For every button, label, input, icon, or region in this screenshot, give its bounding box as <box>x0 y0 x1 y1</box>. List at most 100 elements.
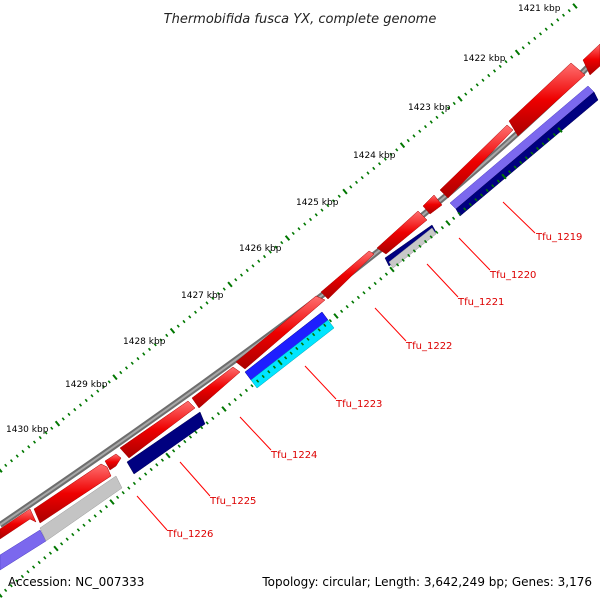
ruler-minor-tick <box>65 537 69 541</box>
kbp-label-1428: 1428 kbp <box>123 337 166 347</box>
ruler-minor-tick <box>87 518 92 523</box>
ruler-minor-tick <box>498 64 502 69</box>
ruler-minor-tick <box>491 184 495 188</box>
ruler-minor-tick <box>50 426 54 430</box>
cds-reverse-slate-1219 <box>449 85 595 210</box>
ruler-minor-tick <box>121 490 125 495</box>
ruler-minor-tick <box>20 574 25 579</box>
ruler-minor-tick <box>556 18 560 22</box>
cds-reverse-gray-lower <box>39 475 123 542</box>
cds-tfu-1221-forward <box>235 295 326 370</box>
ruler-minor-tick <box>379 277 383 281</box>
ruler-minor-tick <box>15 579 19 583</box>
ruler-major-tick <box>557 127 563 133</box>
ruler-minor-tick <box>521 46 525 50</box>
ruler-minor-tick <box>227 402 232 407</box>
cds-tfu-1225-forward <box>33 463 112 524</box>
leader-line-tfu-1225 <box>179 461 211 497</box>
cds-reverse-navy-1225 <box>126 411 206 475</box>
ruler-minor-tick <box>323 323 327 328</box>
ruler-minor-tick <box>429 120 433 124</box>
ruler-major-tick <box>445 220 451 226</box>
ruler-minor-tick <box>183 439 187 444</box>
ruler-minor-tick <box>93 514 97 518</box>
ruler-minor-tick <box>59 542 64 546</box>
ruler-minor-tick <box>289 351 293 355</box>
ruler-minor-tick <box>267 370 271 374</box>
ruler-minor-tick <box>308 217 313 222</box>
reverse-strand-features <box>0 85 599 571</box>
ruler-minor-tick <box>377 162 382 166</box>
ruler-minor-tick <box>193 310 198 314</box>
gene-label-tfu-1226: Tfu_1226 <box>166 529 213 540</box>
ruler-minor-tick <box>295 346 299 351</box>
ruler-minor-tick <box>441 111 445 115</box>
ruler-minor-tick <box>188 435 193 439</box>
kbp-label-1422: 1422 kbp <box>463 54 506 64</box>
ruler-minor-tick <box>547 137 551 142</box>
leader-line-tfu-1220 <box>458 237 491 271</box>
ruler-minor-tick <box>362 291 366 295</box>
ruler-minor-tick <box>519 160 523 165</box>
ruler-minor-tick <box>99 509 103 514</box>
ruler-minor-tick <box>485 188 489 193</box>
ruler-major-tick <box>342 188 348 195</box>
ruler-minor-tick <box>418 244 422 248</box>
ruler-minor-tick <box>492 69 497 73</box>
ruler-minor-tick <box>9 583 13 588</box>
ruler-minor-tick <box>367 286 372 290</box>
ruler-minor-tick <box>136 357 140 361</box>
ruler-minor-tick <box>104 504 109 509</box>
ruler-minor-tick <box>31 565 36 569</box>
ruler-minor-tick <box>550 22 554 27</box>
ruler-minor-tick <box>401 258 405 262</box>
ruler-minor-tick <box>510 55 514 59</box>
ruler-minor-tick <box>3 588 8 593</box>
leader-line-tfu-1224 <box>239 416 272 451</box>
ruler-minor-tick <box>199 425 204 430</box>
kbp-labels: 1421 kbp 1422 kbp 1423 kbp 1424 kbp 1425… <box>6 4 561 435</box>
leader-line-tfu-1223 <box>304 365 337 400</box>
ruler-minor-tick <box>395 263 400 267</box>
ruler-minor-tick <box>138 477 142 481</box>
ruler-minor-tick <box>142 352 146 356</box>
ruler-minor-tick <box>76 528 81 532</box>
ruler-minor-tick <box>451 216 456 221</box>
ruler-minor-tick <box>132 481 137 486</box>
ruler-minor-tick <box>435 230 439 235</box>
ruler-minor-tick <box>199 305 203 310</box>
ruler-major-tick <box>165 452 171 459</box>
ruler-minor-tick <box>130 361 134 365</box>
ruler-minor-tick <box>303 222 307 226</box>
ruler-minor-tick <box>317 328 321 332</box>
ruler-minor-tick <box>205 421 209 425</box>
kbp-label-1429: 1429 kbp <box>65 380 108 390</box>
cds-tfu-1222-forward <box>191 366 241 409</box>
ruler-minor-tick <box>233 397 237 402</box>
ruler-major-tick <box>0 468 3 473</box>
ruler-minor-tick <box>538 32 543 36</box>
ruler-minor-tick <box>67 412 71 416</box>
kbp-label-1423: 1423 kbp <box>408 103 451 113</box>
ruler-minor-tick <box>234 278 238 282</box>
ruler-minor-tick <box>268 250 272 254</box>
ruler-minor-tick <box>153 343 157 347</box>
ruler-minor-tick <box>412 134 416 138</box>
ruler-minor-tick <box>251 264 255 268</box>
ruler-minor-tick <box>360 175 364 180</box>
ruler-minor-tick <box>61 417 65 421</box>
ruler-major-tick <box>112 374 118 381</box>
ruler-major-tick <box>284 235 291 241</box>
ruler-minor-tick <box>481 78 485 82</box>
ruler-minor-tick <box>177 444 181 448</box>
ruler-minor-tick <box>26 570 30 574</box>
ruler-minor-tick <box>326 203 330 208</box>
ruler-minor-tick <box>147 347 152 351</box>
ruler-minor-tick <box>541 142 545 146</box>
ruler-minor-tick <box>527 41 531 45</box>
ruler-minor-tick <box>216 292 221 296</box>
ruler-minor-tick <box>468 202 473 207</box>
kbp-label-1425: 1425 kbp <box>296 198 339 208</box>
ruler-major-tick <box>572 3 578 9</box>
ruler-major-tick <box>514 49 521 56</box>
